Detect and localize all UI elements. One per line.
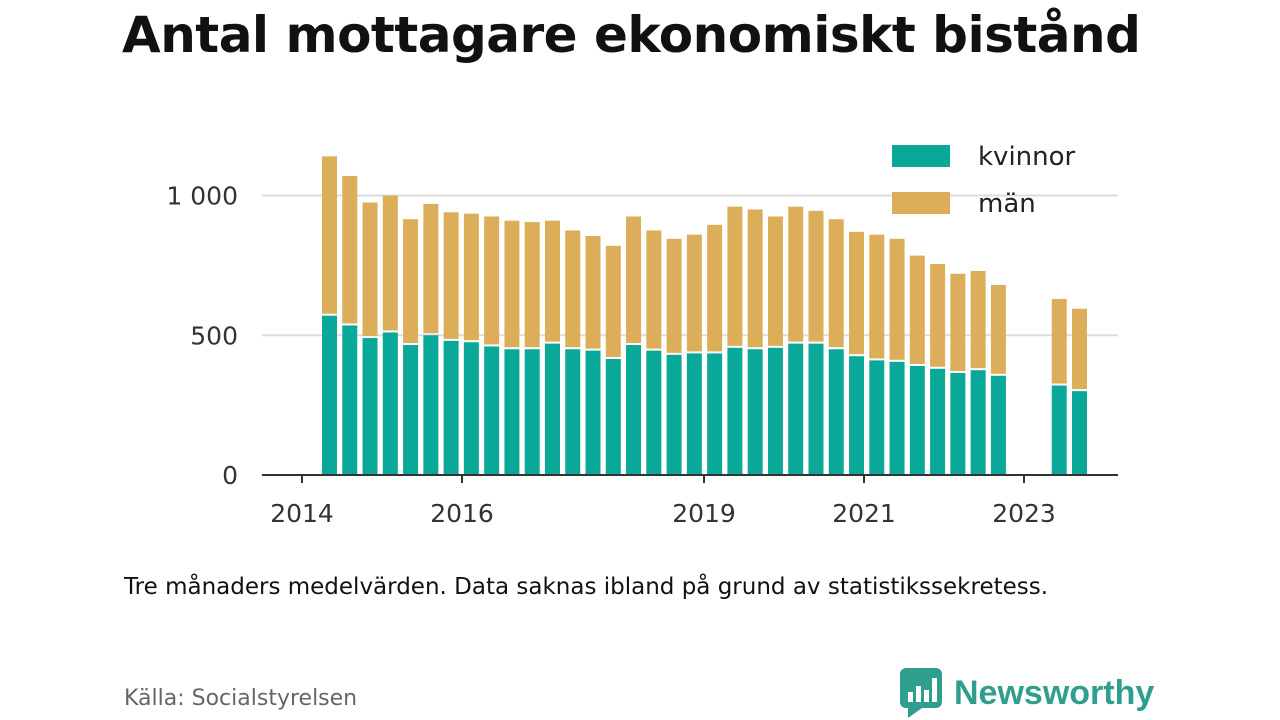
bar-kvinnor: [565, 349, 581, 475]
bar-kvinnor: [990, 375, 1006, 475]
bar-kvinnor: [403, 345, 419, 475]
chart-title: Antal mottagare ekonomiskt bistånd: [122, 6, 1141, 64]
newsworthy-logo-icon: [900, 668, 942, 718]
y-tick-label: 1 000: [166, 182, 238, 211]
bar-kvinnor: [970, 370, 986, 475]
bar-kvinnor: [342, 325, 358, 475]
bar-kvinnor: [585, 350, 601, 475]
bar-man: [626, 216, 642, 344]
bar-man: [747, 209, 763, 348]
bar-man: [950, 273, 966, 371]
bar-man: [788, 206, 804, 342]
brand-name: Newsworthy: [954, 673, 1155, 712]
bars: [322, 156, 1087, 475]
bar-man: [828, 219, 844, 348]
bar-kvinnor: [1071, 391, 1087, 475]
bar-man: [869, 234, 885, 359]
bar-kvinnor: [1051, 385, 1067, 475]
bar-kvinnor: [747, 349, 763, 475]
bar-man: [605, 245, 621, 358]
stacked-bar-chart: 0 500 1 000 2014 2016 2019 2021 2023 kvinnor män: [166, 142, 1118, 528]
bar-kvinnor: [382, 332, 398, 475]
brand[interactable]: Newsworthy: [900, 668, 1154, 718]
bar-man: [1071, 308, 1087, 390]
bar-kvinnor: [484, 346, 500, 475]
bar-kvinnor: [828, 349, 844, 475]
bar-man: [889, 238, 905, 360]
x-tick-label: 2014: [270, 499, 334, 528]
bar-kvinnor: [626, 345, 642, 475]
bar-kvinnor: [646, 350, 662, 475]
bar-man: [322, 156, 337, 314]
y-tick-label: 500: [190, 321, 238, 350]
bar-man: [909, 255, 925, 364]
bar-kvinnor: [322, 315, 337, 475]
footnote: Tre månaders medelvärden. Data saknas ib…: [124, 574, 1049, 600]
bar-kvinnor: [767, 347, 783, 475]
bar-kvinnor: [808, 343, 824, 475]
bar-kvinnor: [605, 359, 621, 475]
bar-kvinnor: [909, 365, 925, 475]
bar-man: [808, 210, 824, 342]
bar-man: [524, 222, 540, 348]
legend-label: män: [978, 189, 1036, 219]
source-label: Källa: Socialstyrelsen: [124, 686, 358, 711]
bar-man: [767, 216, 783, 346]
x-tick-label: 2023: [992, 499, 1056, 528]
bar-man: [565, 230, 581, 348]
legend: kvinnor män: [892, 142, 1076, 219]
bar-man: [382, 195, 398, 331]
bar-kvinnor: [686, 353, 702, 475]
bar-man: [646, 230, 662, 349]
bar-man: [849, 231, 865, 355]
bar-man: [362, 202, 378, 337]
bar-kvinnor: [423, 335, 439, 475]
bar-man: [504, 220, 520, 348]
bar-kvinnor: [788, 343, 804, 475]
bar-kvinnor: [544, 343, 560, 475]
legend-swatch: [892, 145, 950, 167]
bar-kvinnor: [524, 349, 540, 475]
bar-man: [727, 206, 743, 346]
bar-man: [403, 219, 419, 344]
bar-kvinnor: [707, 353, 723, 475]
bar-man: [423, 203, 439, 334]
bar-kvinnor: [869, 360, 885, 475]
bar-man: [930, 263, 946, 367]
bar-kvinnor: [727, 347, 743, 475]
bar-man: [1051, 298, 1067, 384]
bar-kvinnor: [950, 372, 966, 475]
legend-swatch: [892, 192, 950, 214]
bar-man: [544, 220, 560, 342]
bar-kvinnor: [362, 338, 378, 475]
bar-man: [463, 213, 479, 341]
x-tick-label: 2021: [832, 499, 896, 528]
bar-man: [484, 216, 500, 345]
bar-kvinnor: [504, 349, 520, 475]
bar-man: [666, 238, 682, 353]
legend-label: kvinnor: [978, 142, 1076, 172]
bar-kvinnor: [849, 356, 865, 475]
bar-man: [686, 234, 702, 352]
bar-kvinnor: [666, 354, 682, 475]
bar-man: [585, 236, 601, 349]
x-tick-label: 2019: [672, 499, 736, 528]
bar-kvinnor: [443, 340, 459, 475]
bar-man: [707, 224, 723, 352]
bar-kvinnor: [930, 368, 946, 475]
bar-man: [990, 284, 1006, 374]
bar-man: [970, 270, 986, 369]
y-tick-label: 0: [222, 461, 238, 490]
bar-kvinnor: [889, 361, 905, 475]
axes: 0 500 1 000 2014 2016 2019 2021 2023: [166, 182, 1118, 528]
bar-man: [443, 212, 459, 339]
x-tick-label: 2016: [430, 499, 494, 528]
bar-kvinnor: [463, 342, 479, 475]
bar-man: [342, 175, 358, 324]
